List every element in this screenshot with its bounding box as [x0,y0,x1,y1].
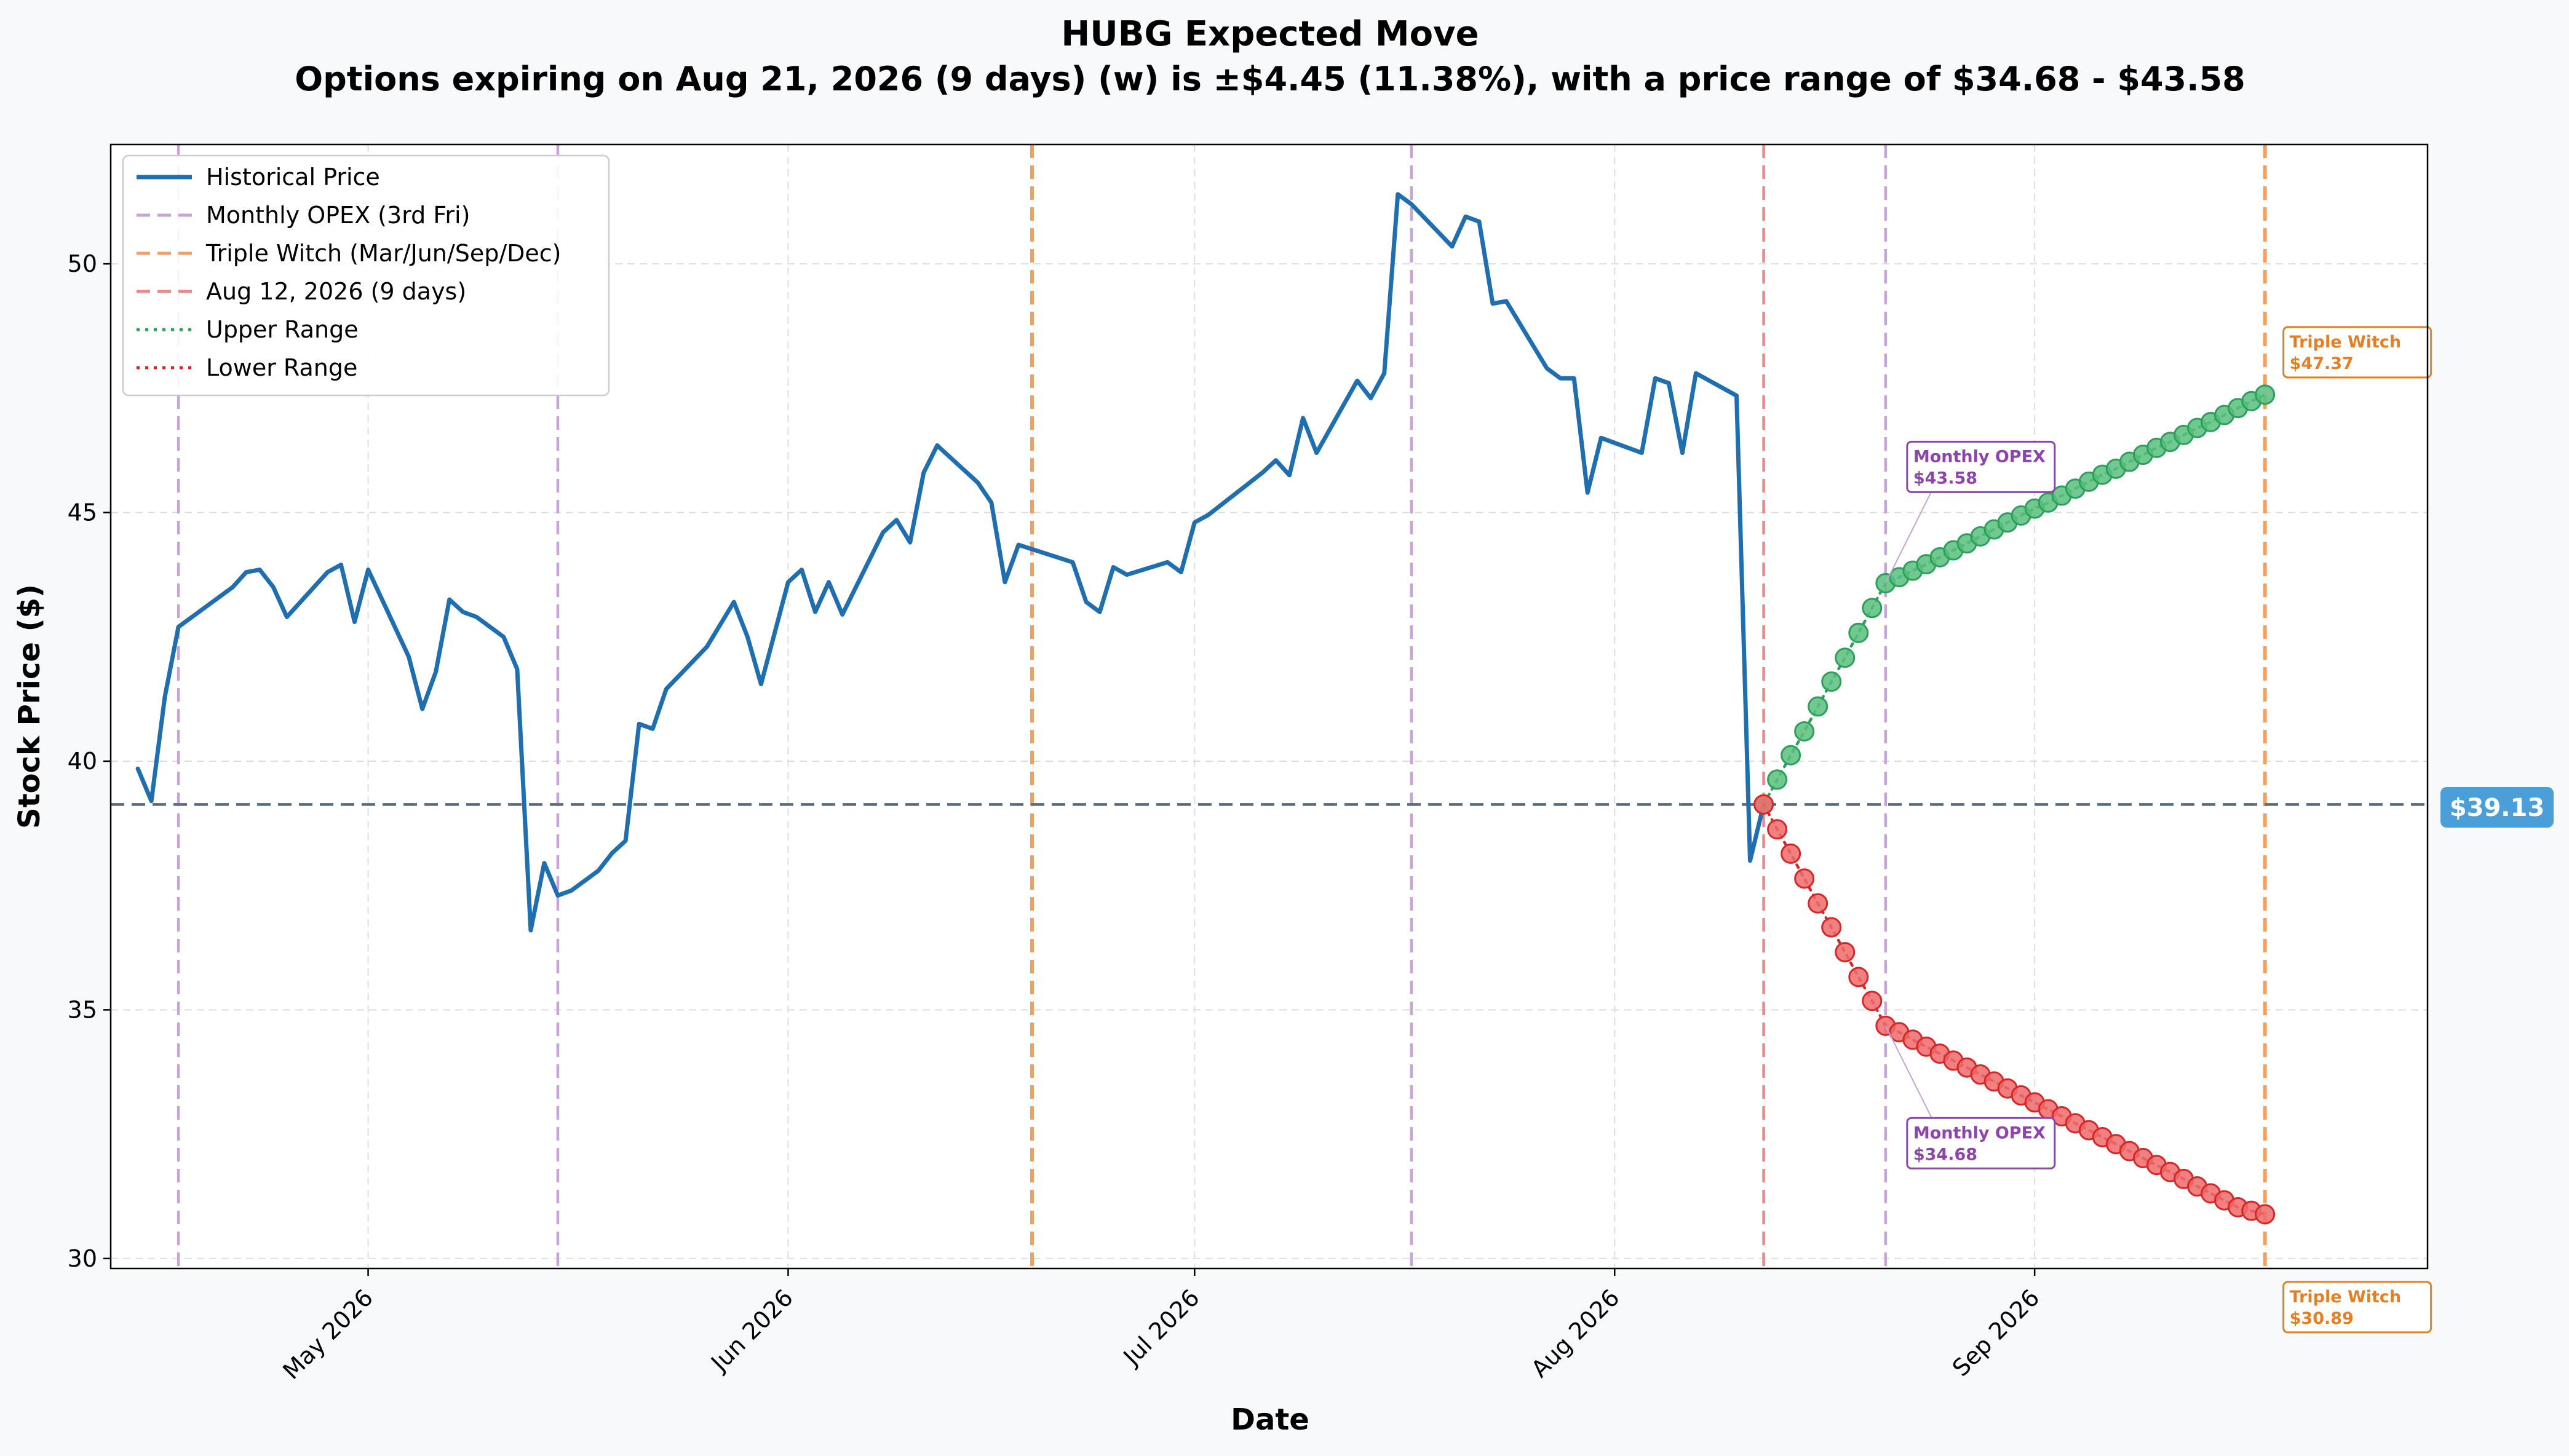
upper-range-point [1835,647,1856,668]
x-tick-label: Jul 2026 [1118,1284,1205,1371]
legend-label: Aug 12, 2026 (9 days) [206,278,466,305]
annotation-box [2282,1281,2432,1334]
legend: Historical Price Monthly OPEX (3rd Fri) Tr… [122,154,610,397]
annotation-title: Triple Witch [2290,1288,2402,1307]
upper-range-point [2255,384,2276,405]
y-axis-label: Stock Price ($) [12,584,47,829]
lower-range-point [1848,967,1869,987]
grid [111,144,2428,1268]
x-tick-label: Sep 2026 [1947,1284,2045,1382]
annotations: Monthly OPEX $43.58 Monthly OPEX $34.68 Trip… [1884,326,2432,1334]
y-tick-label: 30 [68,1245,97,1272]
annotation-connector [1884,490,1932,584]
legend-box [122,154,610,397]
upper-range-point [1808,696,1828,717]
upper-range-point [1848,622,1869,643]
lower-range-point [1862,991,1883,1011]
legend-label: Upper Range [206,316,359,343]
x-axis-label: Date [1231,1403,1309,1437]
x-tick-label: May 2026 [277,1284,378,1385]
annotation-box [2282,326,2432,379]
y-tick-label: 50 [68,250,97,277]
plot-frame [109,143,2429,1270]
lower-range-point [1753,794,1774,815]
upper-range-point [1821,671,1842,692]
upper-range-point [1767,769,1788,790]
annotation-connector [1884,1025,1932,1118]
current-price-badge-label: $39.13 [2450,794,2544,822]
upper-range-point [1862,598,1883,619]
lower-range-point [1821,917,1842,938]
annotation-value: $34.68 [1913,1145,1977,1164]
annotation-box [1906,440,2056,493]
annotation-title: Monthly OPEX [1913,447,2046,466]
annotation-value: $47.37 [2290,354,2354,373]
x-tick-label: Jun 2026 [705,1284,798,1377]
lower-range-point [1808,893,1828,914]
annotation-title: Triple Witch [2290,333,2402,352]
historical-price-line [135,192,1766,933]
lower-range-point [1781,843,1801,864]
lower-range-point [2255,1204,2276,1225]
annotation-value: $43.58 [1913,469,1977,488]
lower-range-point [1794,868,1815,889]
legend-label: Monthly OPEX (3rd Fri) [206,202,470,229]
y-tick-label: 35 [68,996,97,1023]
annotation-box [1906,1117,2056,1169]
chart-subtitle: Options expiring on Aug 21, 2026 (9 days… [295,60,2245,98]
legend-label: Triple Witch (Mar/Jun/Sep/Dec) [205,240,561,267]
annotation-title: Monthly OPEX [1913,1123,2046,1142]
current-price-badge-box [2440,787,2554,828]
annotation-value: $30.89 [2290,1309,2354,1328]
lower-range-point [1835,942,1856,963]
upper-range-point [1794,721,1815,742]
legend-label: Lower Range [206,354,357,381]
price-series [135,192,2276,1225]
lower-range-point [1767,819,1788,840]
current-price-badge: $39.13 [2440,787,2554,828]
y-tick-label: 40 [68,748,97,775]
legend-label: Historical Price [206,164,380,191]
x-tick-label: Aug 2026 [1526,1284,1625,1383]
y-tick-label: 45 [68,499,97,526]
chart-title: HUBG Expected Move [1061,14,1479,54]
upper-range-point [1781,745,1801,766]
